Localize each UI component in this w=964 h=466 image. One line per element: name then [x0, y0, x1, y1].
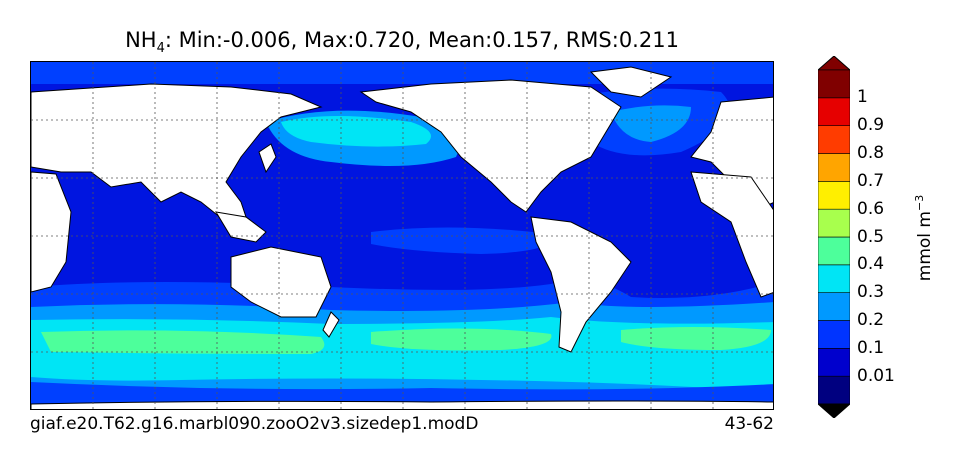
- colorbar-tick-label: 0.01: [857, 365, 895, 386]
- case-name-label: giaf.e20.T62.g16.marbl090.zooO2v3.sizede…: [30, 414, 479, 434]
- colorbar-extend-max: [818, 56, 850, 71]
- colorbar-segment: [818, 69, 850, 99]
- plot-title: NH4: Min:-0.006, Max:0.720, Mean:0.157, …: [30, 28, 774, 56]
- colorbar-segment: [818, 153, 850, 182]
- southern-ocean-peak-3: [621, 327, 771, 350]
- colorbar-tick-label: 0.2: [857, 310, 885, 330]
- colorbar: [818, 56, 850, 418]
- indonesia-land: [215, 211, 267, 243]
- colorbar-segment: [818, 236, 850, 266]
- units-base: mmol m: [914, 211, 935, 282]
- new-zealand-land: [322, 311, 340, 338]
- colorbar-tick-label: 1: [857, 87, 868, 108]
- colorbar-tick-label: 0.1: [857, 337, 885, 358]
- years-label: 43-62: [724, 414, 774, 434]
- units-exponent: −3: [913, 194, 927, 211]
- southern-ocean-peak-1: [41, 330, 325, 354]
- greenland-land: [589, 66, 673, 98]
- japan-land: [258, 143, 277, 174]
- graticule: [31, 62, 773, 409]
- colorbar-tick-label: 0.6: [857, 198, 885, 219]
- nh4-field-map: [31, 62, 773, 409]
- colorbar-segment: [818, 181, 850, 210]
- title-stats: : Min:-0.006, Max:0.720, Mean:0.157, RMS…: [164, 28, 679, 52]
- colorbar-tick-label: 0.8: [857, 143, 885, 163]
- title-species: NH: [125, 28, 157, 52]
- colorbar-tick-label: 0.7: [857, 170, 885, 191]
- colorbar-segment: [818, 292, 850, 321]
- colorbar-tick-label: 0.4: [857, 254, 885, 275]
- southern-ocean-peak-2: [371, 328, 552, 351]
- colorbar-segment: [818, 348, 850, 377]
- colorbar-segment: [818, 320, 850, 349]
- land-masses: [31, 66, 773, 409]
- colorbar-segment: [818, 264, 850, 293]
- equatorial-pacific-band: [371, 227, 553, 254]
- colorbar-extend-min: [818, 403, 850, 418]
- colorbar-tick-label: 0.5: [857, 226, 885, 247]
- map-panel: [30, 61, 774, 410]
- arctic-band: [31, 62, 773, 84]
- africa-land: [31, 171, 72, 293]
- colorbar-segment: [818, 97, 850, 126]
- colorbar-tick-label: 0.9: [857, 115, 885, 136]
- title-species-subscript: 4: [156, 41, 165, 57]
- colorbar-segment: [818, 208, 850, 238]
- antarctica-land: [31, 400, 773, 409]
- north-pacific-peak: [281, 116, 431, 147]
- west-africa-land: [690, 171, 773, 298]
- north-america-land: [359, 79, 622, 213]
- colorbar-segment: [818, 125, 850, 154]
- colorbar-segment: [818, 375, 850, 405]
- australia-land: [230, 246, 332, 318]
- colorbar-units-label: mmol m−3: [913, 195, 935, 281]
- colorbar-tick-label: 0.3: [857, 282, 885, 303]
- south-america-land: [530, 216, 632, 353]
